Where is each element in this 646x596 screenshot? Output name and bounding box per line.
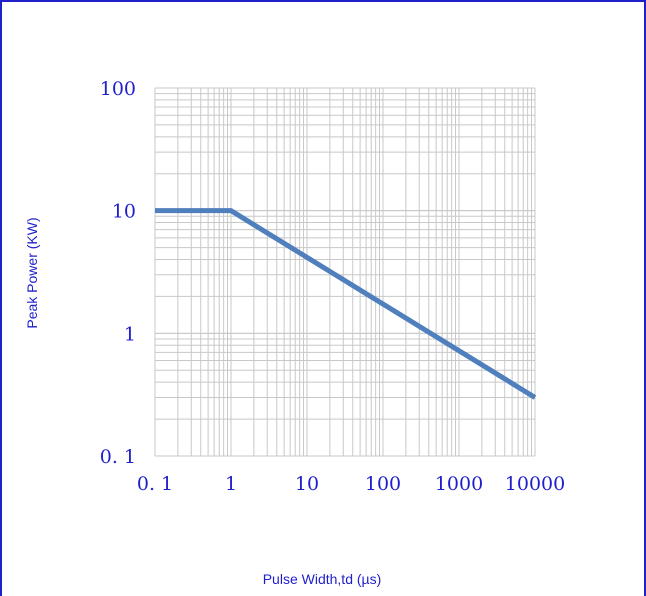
y-tick-label: 0. 1: [100, 446, 136, 468]
grid-lines: [154, 87, 536, 457]
series-line: [155, 208, 537, 400]
x-tick-labels: 0. 1 1 10 100 1000 10000: [137, 473, 565, 495]
x-tick-label: 0. 1: [137, 473, 173, 495]
x-tick-label: 10000: [505, 473, 565, 495]
x-tick-label: 1000: [435, 473, 483, 495]
y-tick-label: 1: [124, 323, 136, 345]
x-tick-label: 10: [295, 473, 319, 495]
y-tick-labels: 100 10 1 0. 1: [100, 78, 136, 468]
y-tick-label: 10: [112, 201, 136, 223]
y-tick-label: 100: [100, 78, 136, 100]
x-axis-title: Pulse Width,td (µs): [263, 571, 382, 587]
x-tick-label: 1: [225, 473, 237, 495]
x-tick-label: 100: [365, 473, 401, 495]
y-axis-title: Peak Power (KW): [24, 217, 40, 328]
series-layer: [155, 208, 537, 400]
